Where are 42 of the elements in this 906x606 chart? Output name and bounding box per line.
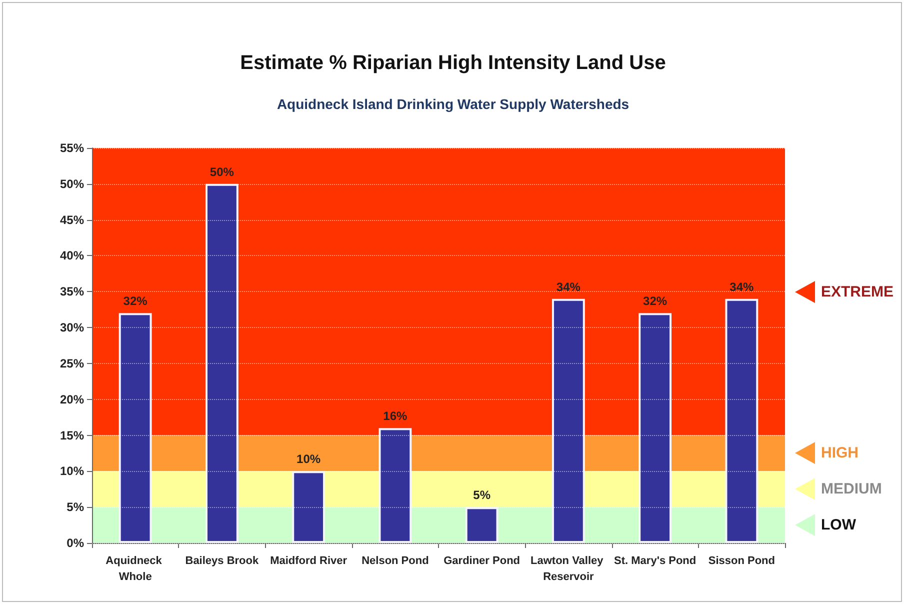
data-label: 50% [210, 164, 234, 179]
x-tick-label: Gardiner Pond [444, 555, 520, 567]
band-label: LOW [821, 516, 856, 534]
band-label: MEDIUM [821, 480, 882, 498]
bar [378, 428, 412, 543]
x-tick-label: Sisson Pond [708, 555, 775, 567]
y-tick-label: 20% [60, 392, 84, 406]
chart-title: Estimate % Riparian High Intensity Land Use [240, 52, 666, 74]
data-label: 32% [643, 294, 668, 308]
y-tick-label: 5% [66, 500, 84, 514]
data-label: 34% [556, 280, 581, 294]
data-label: 16% [383, 409, 408, 424]
x-tick-label: Maidford River [270, 555, 348, 567]
y-tick-label: 15% [60, 428, 84, 442]
data-label: 34% [730, 280, 754, 294]
y-tick-label: 35% [60, 284, 84, 299]
y-tick-label: 10% [60, 464, 84, 478]
data-label: 32% [123, 294, 148, 308]
bar [205, 184, 238, 543]
y-tick-label: 55% [60, 141, 84, 155]
x-tick-label: Nelson Pond [362, 555, 429, 567]
bar [552, 298, 585, 543]
y-tick-label: 45% [60, 212, 84, 227]
y-tick-label: 50% [60, 176, 84, 191]
data-label: 10% [296, 452, 321, 466]
x-tick-label: Lawton Valley Reservoir [530, 555, 606, 583]
bar [292, 471, 326, 543]
y-tick-label: 25% [60, 356, 84, 370]
bar [465, 507, 498, 543]
data-label: 5% [473, 488, 491, 502]
x-tick-label: Baileys Brook [185, 555, 260, 567]
chart-subtitle: Aquidneck Island Drinking Water Supply Watersheds [276, 96, 630, 112]
bar [725, 298, 758, 543]
y-tick-label: 40% [60, 248, 84, 263]
bar [118, 313, 152, 543]
y-tick-label: 30% [60, 320, 84, 335]
bar [638, 313, 672, 543]
y-tick-label: 0% [66, 536, 84, 550]
x-tick-label: Aquidneck Whole [106, 555, 165, 583]
band-label: EXTREME [821, 283, 894, 300]
band-label: HIGH [821, 444, 858, 462]
x-tick-label: St. Mary's Pond [614, 555, 696, 567]
